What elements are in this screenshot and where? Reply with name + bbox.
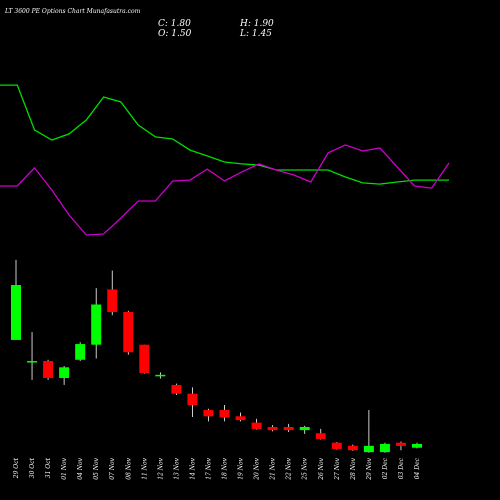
x-tick-label: 07 Nov [109, 457, 116, 479]
indicator-line [0, 84, 449, 185]
candle-body [299, 426, 310, 431]
candle-body [27, 361, 38, 363]
x-tick-label: 26 Nov [318, 457, 325, 480]
candle-body [395, 442, 406, 446]
x-tick-label: 01 Nov [61, 457, 68, 479]
x-tick-label: 18 Nov [222, 457, 229, 479]
candle-body [107, 289, 118, 313]
indicator-line [0, 144, 450, 236]
candle-body [235, 416, 246, 421]
x-tick-label: 04 Dec [414, 457, 421, 479]
chart-title: LT 3600 PE Options Chart Munafasutra.com [4, 8, 141, 15]
candle-body [283, 426, 294, 431]
open-label: O: 1.50 [158, 29, 192, 39]
candle-body [59, 367, 70, 378]
candle-body [123, 312, 134, 353]
candle-body [91, 304, 102, 345]
candle-body [139, 344, 150, 373]
x-tick-label: 29 Oct [13, 457, 20, 479]
x-tick-label: 03 Dec [398, 457, 405, 479]
candle-body [251, 422, 262, 429]
x-tick-label: 13 Nov [173, 457, 180, 479]
x-tick-label: 28 Nov [350, 457, 357, 480]
candle-body [331, 442, 342, 449]
candle-body [315, 433, 326, 439]
x-tick-label: 14 Nov [189, 457, 196, 479]
candle-body [267, 426, 278, 431]
x-tick-label: 05 Nov [93, 457, 100, 479]
high-label: H: 1.90 [239, 19, 274, 29]
candle-body [187, 393, 198, 406]
x-tick-label: 25 Nov [302, 457, 309, 480]
x-tick-label: 21 Nov [270, 457, 277, 480]
candle-body [43, 361, 54, 378]
x-tick-label: 12 Nov [157, 457, 164, 479]
close-label: C: 1.80 [158, 19, 191, 29]
candle-body [155, 374, 166, 377]
x-tick-label: 29 Nov [366, 457, 373, 480]
low-label: L: 1.45 [239, 29, 272, 39]
x-tick-label: 04 Nov [77, 457, 84, 479]
x-tick-label: 27 Nov [334, 457, 341, 480]
x-tick-label: 20 Nov [254, 457, 261, 480]
candle-body [363, 445, 374, 453]
x-tick-label: 31 Oct [45, 457, 52, 478]
x-tick-label: 30 Oct [29, 457, 36, 478]
candle-body [203, 410, 214, 417]
x-tick-label: 17 Nov [205, 457, 212, 479]
candle-body [219, 410, 230, 418]
x-tick-label: 19 Nov [238, 457, 245, 479]
x-tick-label: 02 Dec [382, 457, 389, 479]
x-tick-label: 08 Nov [125, 457, 132, 479]
candle-body [11, 285, 21, 340]
candle-body [412, 443, 422, 448]
candle-body [75, 344, 86, 360]
candle-body [379, 443, 390, 453]
x-tick-label: 11 Nov [141, 457, 148, 479]
x-tick-label: 22 Nov [286, 457, 293, 480]
candle-body [171, 384, 182, 394]
candle-body [347, 445, 358, 451]
